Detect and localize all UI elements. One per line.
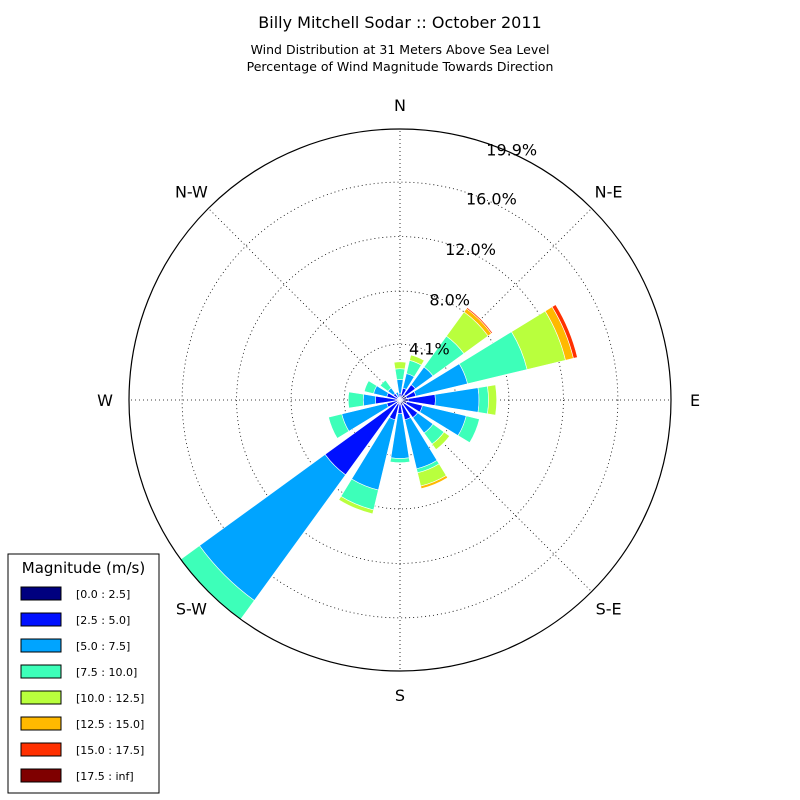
chart-subtitle-line-1: Wind Distribution at 31 Meters Above Sea…: [251, 42, 550, 57]
ring-label-2: 12.0%: [445, 240, 496, 259]
direction-label-n: N: [394, 96, 406, 115]
grid-ring-3: [181, 181, 619, 619]
legend-label-7: [17.5 : inf]: [76, 770, 134, 783]
legend-label-6: [15.0 : 17.5]: [76, 744, 144, 757]
bar-dir4-bin2: [434, 387, 480, 413]
legend-label-2: [5.0 : 7.5]: [76, 640, 130, 653]
bar-dir13-bin3: [363, 380, 378, 394]
legend-swatch-0: [20, 586, 62, 601]
outer-circle: [128, 128, 672, 672]
bar-dir12-bin2: [362, 393, 377, 407]
bar-dir4-bin3: [477, 385, 489, 415]
grid-ring-2: [236, 236, 564, 564]
ring-label-3: 16.0%: [466, 190, 517, 209]
chart-subtitle-line-2: Percentage of Wind Magnitude Towards Dir…: [247, 59, 554, 74]
bar-dir8-bin3: [389, 457, 411, 463]
bar-dir7-bin5: [420, 475, 448, 490]
direction-label-w: W: [97, 391, 113, 410]
bar-dir2-bin6: [466, 307, 493, 334]
ring-label-4: 19.9%: [486, 141, 537, 160]
legend-swatch-2: [20, 638, 62, 653]
bar-dir4-bin4: [487, 384, 497, 416]
bar-dir12-bin3: [347, 391, 364, 409]
bar-dir6-bin4: [431, 431, 450, 450]
direction-label-s-e: S-E: [596, 600, 622, 619]
polar-labels: N N-E E S-E S S-W W N-W 4.1% 8.0% 12.0% 16.0% 19.9%: [97, 96, 700, 705]
bar-dir3-bin6: [551, 304, 578, 359]
polar-frame: [128, 128, 672, 672]
legend-label-1: [2.5 : 5.0]: [76, 614, 130, 627]
bar-dir1-bin4: [409, 354, 425, 366]
bar-dir11-bin3: [328, 413, 350, 439]
legend-swatch-4: [20, 690, 62, 705]
legend-label-0: [0.0 : 2.5]: [76, 588, 130, 601]
direction-label-n-w: N-W: [175, 182, 208, 201]
legend-label-3: [7.5 : 10.0]: [76, 666, 137, 679]
grid-spoke-n-w: [208, 208, 401, 401]
chart-title: Billy Mitchell Sodar :: October 2011: [258, 13, 541, 32]
direction-label-s-w: S-W: [176, 600, 207, 619]
bar-dir0-bin4: [393, 361, 407, 370]
legend-swatch-7: [20, 768, 62, 783]
direction-label-s: S: [395, 686, 405, 705]
direction-label-n-e: N-E: [595, 182, 623, 201]
legend-label-5: [12.5 : 15.0]: [76, 718, 144, 731]
direction-label-e: E: [690, 391, 700, 410]
ring-label-1: 8.0%: [429, 290, 470, 309]
legend-swatch-1: [20, 612, 62, 627]
bar-dir5-bin3: [457, 415, 480, 443]
legend-swatch-6: [20, 742, 62, 757]
bar-dir14-bin3: [379, 379, 392, 392]
wind-bars: [180, 304, 578, 620]
legend-swatch-3: [20, 664, 62, 679]
bar-dir15-bin2: [395, 391, 400, 398]
legend: Magnitude (m/s) [0.0 : 2.5] [2.5 : 5.0] [5.…: [7, 553, 160, 794]
legend-title: Magnitude (m/s): [22, 559, 145, 577]
bar-dir0-bin3: [394, 368, 406, 381]
bar-dir9-bin4: [338, 496, 374, 515]
legend-swatch-5: [20, 716, 62, 731]
legend-label-4: [10.0 : 12.5]: [76, 692, 144, 705]
ring-label-0: 4.1%: [409, 339, 450, 358]
